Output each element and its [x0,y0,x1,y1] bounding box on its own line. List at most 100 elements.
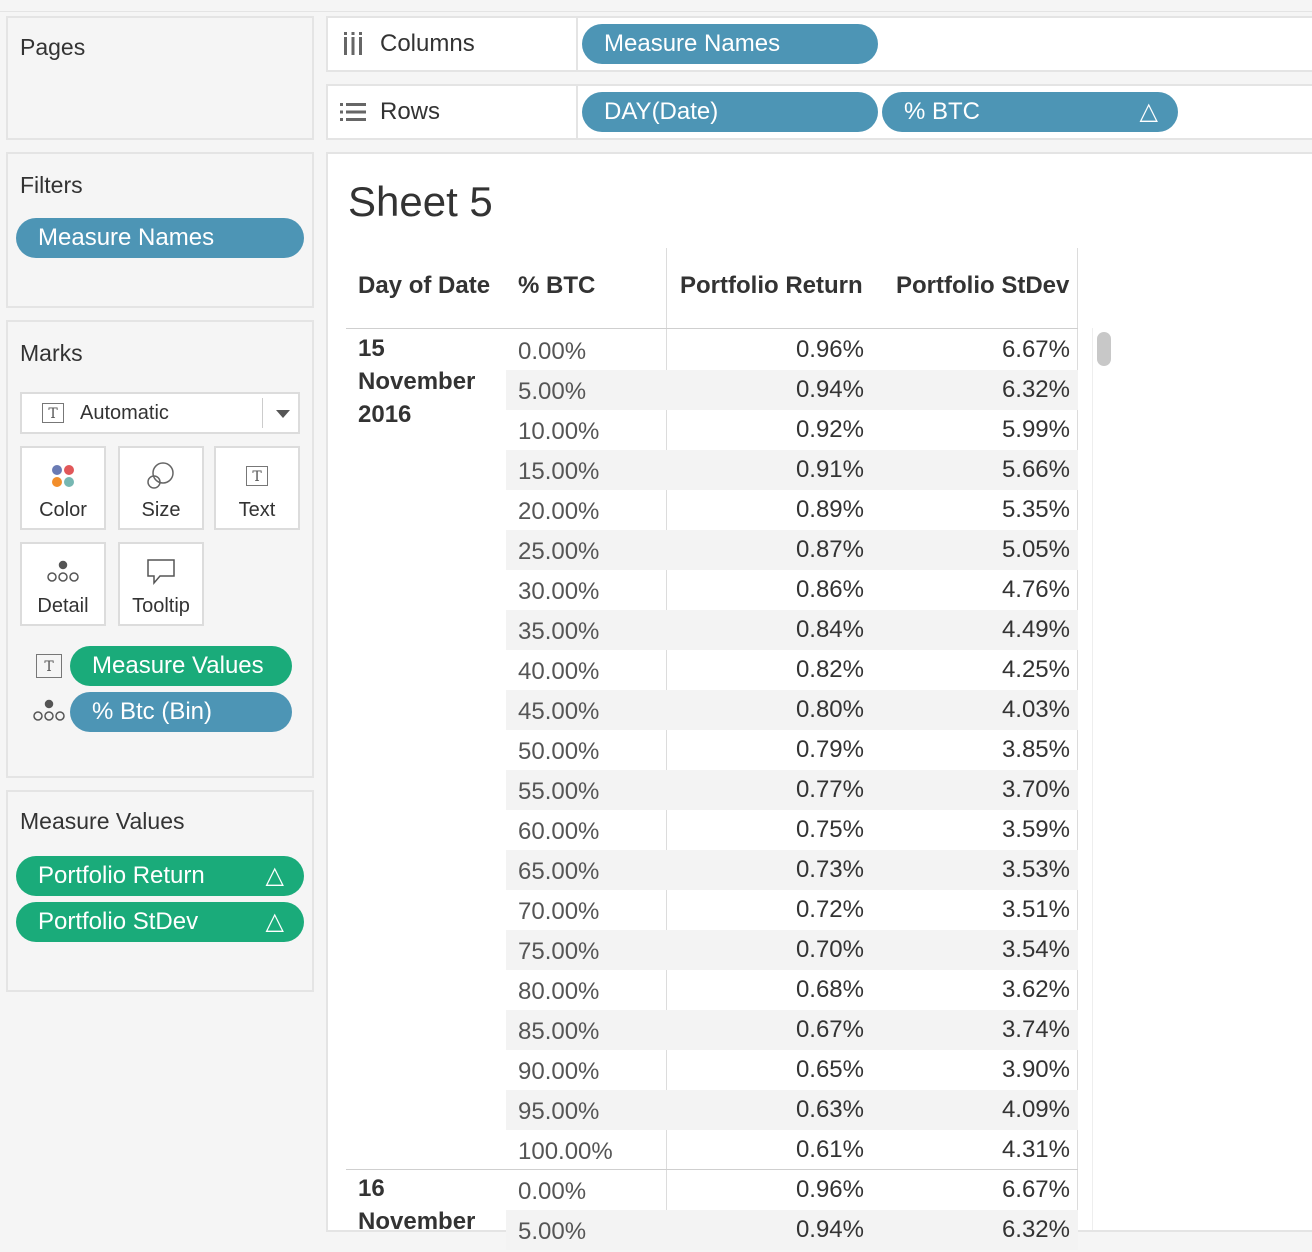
header-portfolio-return[interactable]: Portfolio Return [680,272,863,299]
marks-field-btc-bin[interactable]: % Btc (Bin) [70,692,292,732]
cell-portfolio-return: 0.89% [795,496,864,523]
date-line: 15 [358,335,385,362]
table-row[interactable]: 90.00% 0.65% 3.90% [506,1050,1078,1090]
measure-pill-portfolio-return[interactable]: Portfolio Return △ [16,856,304,896]
chevron-down-icon[interactable] [276,410,290,418]
date-header-cell[interactable]: 16 November [358,1172,475,1238]
filter-pill-measure-names[interactable]: Measure Names [16,218,304,258]
rows-shelf-label: Rows [340,86,576,138]
text-field-icon: T [36,654,62,678]
cell-portfolio-return: 0.63% [795,1096,864,1123]
measure-values-title: Measure Values [20,808,185,834]
filters-title: Filters [20,172,83,198]
mark-type-dropdown[interactable]: T Automatic [20,392,300,434]
table-row[interactable]: 80.00% 0.68% 3.62% [506,970,1078,1010]
table-row[interactable]: 50.00% 0.79% 3.85% [506,730,1078,770]
size-button[interactable]: Size [118,446,204,530]
cell-portfolio-return: 0.87% [795,536,864,563]
shelf-divider [576,18,578,70]
cell-btc: 30.00% [518,578,600,605]
cell-btc: 35.00% [518,618,600,645]
size-button-label: Size [141,499,181,521]
tooltip-button[interactable]: Tooltip [118,542,204,626]
cell-btc: 45.00% [518,698,600,725]
cell-btc: 0.00% [518,1178,587,1205]
date-line: 2016 [358,401,412,428]
table-row[interactable]: 75.00% 0.70% 3.54% [506,930,1078,970]
rows-pill-day-date[interactable]: DAY(Date) [582,92,878,132]
cell-btc: 100.00% [518,1138,613,1165]
sheet-view [326,152,1312,1232]
cell-btc: 25.00% [518,538,600,565]
table-row[interactable]: 40.00% 0.82% 4.25% [506,650,1078,690]
delta-icon: △ [1139,98,1158,125]
cell-btc: 95.00% [518,1098,600,1125]
table-row[interactable]: 95.00% 0.63% 4.09% [506,1090,1078,1130]
date-line: November [358,368,476,395]
columns-pill-label: Measure Names [604,30,781,57]
cell-portfolio-return: 0.80% [795,696,864,723]
header-bottom-line [346,328,1078,329]
table-row[interactable]: 15.00% 0.91% 5.66% [506,450,1078,490]
header-portfolio-stdev[interactable]: Portfolio StDev [896,272,1070,299]
columns-shelf[interactable]: Columns Measure Names [326,16,1312,72]
mark-type-label: Automatic [80,402,169,424]
table-row[interactable]: 65.00% 0.73% 3.53% [506,850,1078,890]
table-row[interactable]: 10.00% 0.92% 5.99% [506,410,1078,450]
marks-field-label: % Btc (Bin) [92,698,213,725]
rows-shelf[interactable]: Rows DAY(Date) % BTC △ [326,84,1312,140]
cell-btc: 15.00% [518,458,600,485]
cell-portfolio-return: 0.65% [795,1056,864,1083]
cell-btc: 0.00% [518,338,587,365]
measure-pill-portfolio-stdev[interactable]: Portfolio StDev △ [16,902,304,942]
delta-icon: △ [265,862,284,889]
columns-pill-measure-names[interactable]: Measure Names [582,24,878,64]
table-row[interactable]: 35.00% 0.84% 4.49% [506,610,1078,650]
cell-portfolio-stdev: 5.35% [1001,496,1070,523]
table-row[interactable]: 30.00% 0.86% 4.76% [506,570,1078,610]
table-row[interactable]: 85.00% 0.67% 3.74% [506,1010,1078,1050]
table-row[interactable]: 100.00% 0.61% 4.31% [506,1130,1078,1170]
text-button[interactable]: T Text [214,446,300,530]
cell-portfolio-return: 0.82% [795,656,864,683]
cell-portfolio-return: 0.61% [795,1136,864,1163]
detail-icon [22,556,104,588]
table-row[interactable]: 0.00% 0.96% 6.67% [506,330,1078,370]
measure-values-card: Measure Values Portfolio Return △ Portfo… [6,790,314,992]
cell-btc: 50.00% [518,738,600,765]
table-row[interactable]: 70.00% 0.72% 3.51% [506,890,1078,930]
cell-portfolio-stdev: 5.66% [1001,456,1070,483]
filters-card: Filters Measure Names [6,152,314,308]
cell-portfolio-stdev: 3.54% [1001,936,1070,963]
rows-pill-btc[interactable]: % BTC △ [882,92,1178,132]
table-row[interactable]: 0.00% 0.96% 6.67% [506,1170,1078,1210]
cell-portfolio-return: 0.96% [795,336,864,363]
date-header-cell[interactable]: 15 November 2016 [358,332,475,431]
cell-portfolio-return: 0.73% [795,856,864,883]
table-row[interactable]: 20.00% 0.89% 5.35% [506,490,1078,530]
detail-button[interactable]: Detail [20,542,106,626]
cell-portfolio-return: 0.84% [795,616,864,643]
table-row[interactable]: 60.00% 0.75% 3.59% [506,810,1078,850]
table-row[interactable]: 55.00% 0.77% 3.70% [506,770,1078,810]
scrollbar-thumb[interactable] [1097,332,1111,366]
text-icon: T [216,460,298,492]
cell-btc: 55.00% [518,778,600,805]
measure-pill-label: Portfolio StDev [38,908,199,935]
shelf-divider [576,86,578,138]
cell-portfolio-stdev: 3.70% [1001,776,1070,803]
pages-card: Pages [6,16,314,140]
header-day-of-date[interactable]: Day of Date [358,272,491,299]
vertical-scrollbar[interactable] [1092,328,1116,1230]
delta-icon: △ [265,908,284,935]
table-row[interactable]: 5.00% 0.94% 6.32% [506,1210,1078,1250]
table-row[interactable]: 45.00% 0.80% 4.03% [506,690,1078,730]
header-btc[interactable]: % BTC [518,272,596,299]
table-row[interactable]: 5.00% 0.94% 6.32% [506,370,1078,410]
marks-field-measure-values[interactable]: Measure Values [70,646,292,686]
cell-portfolio-return: 0.96% [795,1176,864,1203]
table-row[interactable]: 25.00% 0.87% 5.05% [506,530,1078,570]
color-button[interactable]: Color [20,446,106,530]
cell-portfolio-return: 0.94% [795,1216,864,1243]
cell-portfolio-stdev: 3.90% [1001,1056,1070,1083]
